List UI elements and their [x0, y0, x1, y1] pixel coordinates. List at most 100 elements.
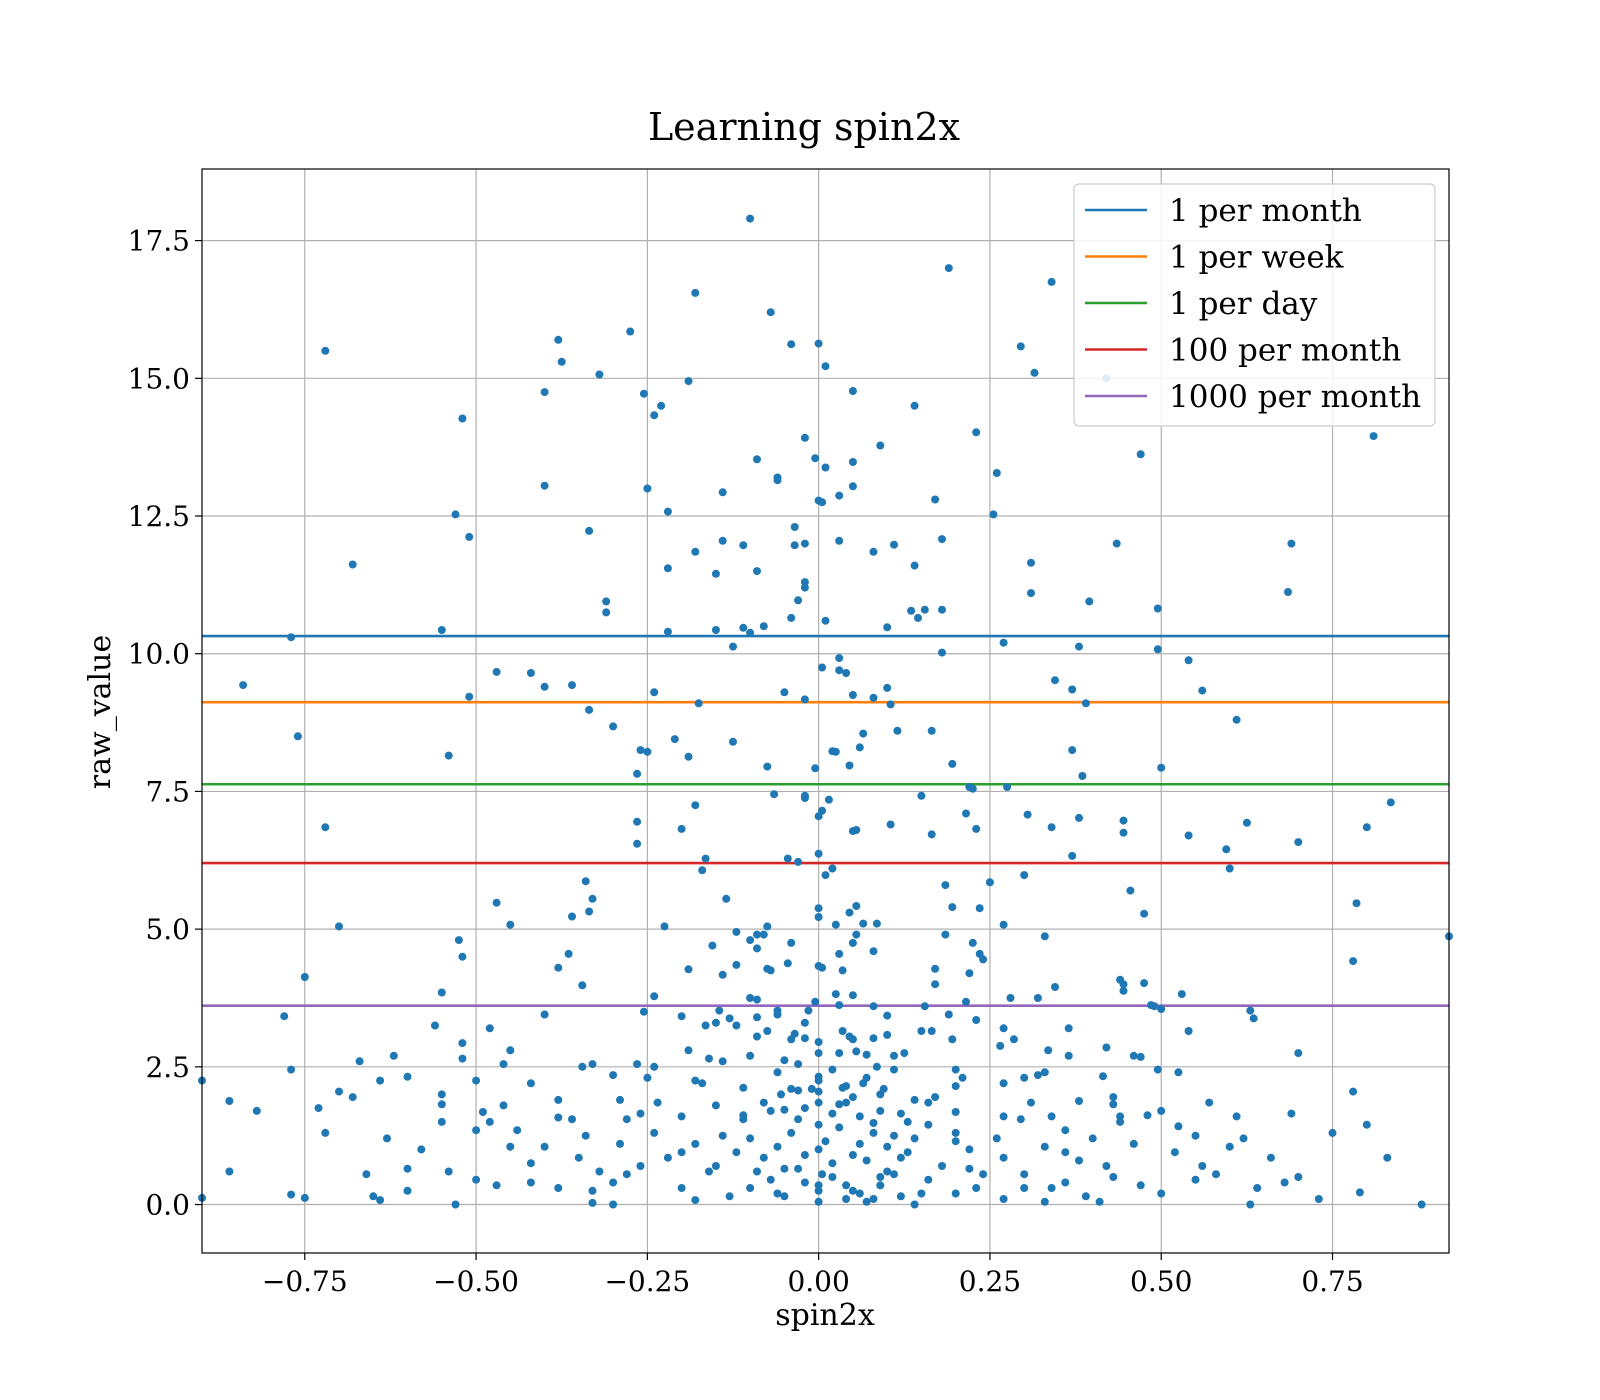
data-point: [759, 930, 768, 939]
data-point: [763, 922, 772, 931]
data-point: [821, 1137, 830, 1146]
data-point: [828, 1065, 837, 1074]
data-point: [794, 1060, 803, 1069]
data-point: [845, 761, 854, 770]
data-point: [280, 1012, 289, 1021]
data-point: [1157, 1106, 1166, 1115]
data-point: [941, 881, 950, 890]
data-point: [859, 729, 868, 738]
data-point: [862, 1073, 871, 1082]
data-point: [718, 970, 727, 979]
data-point: [1129, 1139, 1138, 1148]
data-point: [773, 1068, 782, 1077]
data-point: [1040, 1197, 1049, 1206]
data-point: [818, 498, 827, 507]
data-point: [718, 1057, 727, 1066]
data-point: [376, 1076, 385, 1085]
data-point: [499, 1101, 508, 1110]
x-tick-label: 0.75: [1301, 1265, 1363, 1298]
data-point: [252, 1106, 261, 1115]
data-point: [602, 608, 611, 617]
data-point: [896, 1109, 905, 1118]
data-point: [643, 1073, 652, 1082]
data-point: [1027, 558, 1035, 567]
data-point: [763, 762, 772, 771]
data-point: [1140, 979, 1149, 988]
data-point: [1044, 1046, 1053, 1055]
data-point: [869, 1119, 878, 1127]
data-point: [376, 1196, 385, 1205]
data-point: [609, 1200, 618, 1209]
data-point: [951, 1189, 960, 1198]
data-point: [711, 1162, 720, 1170]
data-point: [835, 491, 844, 500]
data-point: [828, 1109, 837, 1118]
data-point: [814, 1087, 823, 1096]
data-point: [492, 898, 501, 907]
data-point: [828, 1159, 837, 1168]
plot-frame: [201, 168, 1450, 1254]
data-point: [746, 628, 755, 637]
data-point: [763, 1027, 772, 1035]
data-point: [1030, 368, 1039, 377]
data-point: [1003, 783, 1012, 791]
data-point: [1294, 838, 1303, 847]
data-point: [581, 1131, 590, 1140]
data-point: [896, 1192, 905, 1201]
data-point: [999, 1112, 1008, 1121]
data-point: [1157, 1189, 1166, 1198]
data-point: [828, 1173, 837, 1181]
data-point: [1136, 1181, 1145, 1190]
data-point: [753, 1167, 761, 1176]
data-point: [718, 1131, 727, 1140]
data-point: [1314, 1195, 1323, 1203]
data-point: [1150, 1002, 1159, 1011]
data-point: [1033, 994, 1042, 1002]
legend-label: 1000 per month: [1169, 379, 1421, 415]
data-point: [848, 691, 857, 699]
data-point: [1116, 1117, 1125, 1126]
data-point: [869, 1128, 878, 1137]
data-point: [663, 627, 672, 636]
data-point: [855, 743, 864, 752]
data-point: [1198, 686, 1207, 695]
x-tick-label: −0.25: [604, 1265, 690, 1298]
data-point: [759, 622, 768, 631]
data-point: [595, 1167, 604, 1176]
data-point: [938, 535, 946, 544]
data-point: [739, 1083, 748, 1092]
data-point: [1222, 845, 1231, 854]
data-point: [848, 1186, 857, 1195]
data-point: [1225, 864, 1234, 873]
data-point: [578, 981, 587, 990]
data-point: [753, 567, 761, 576]
data-point: [677, 1184, 686, 1192]
data-point: [968, 784, 977, 793]
data-point: [1051, 983, 1059, 991]
data-point: [821, 616, 830, 625]
data-point: [800, 1104, 809, 1113]
chart-title: Learning spin2x: [648, 105, 960, 149]
data-point: [492, 1181, 501, 1190]
data-point: [1246, 1200, 1255, 1209]
data-point: [1061, 1178, 1070, 1187]
data-point: [677, 1112, 686, 1121]
data-point: [383, 1134, 391, 1143]
data-point: [753, 455, 761, 464]
data-point: [1102, 1043, 1111, 1052]
data-point: [996, 1041, 1005, 1050]
data-point: [1064, 1051, 1073, 1060]
data-point: [451, 510, 460, 519]
data-point: [1198, 1162, 1207, 1170]
data-point: [636, 1162, 645, 1170]
data-point: [931, 1093, 940, 1102]
data-point: [780, 688, 789, 697]
data-point: [616, 1095, 624, 1104]
data-point: [725, 1014, 734, 1023]
y-axis-label: raw_value: [83, 635, 118, 789]
data-point: [835, 666, 844, 675]
data-point: [790, 523, 799, 531]
data-point: [1349, 957, 1358, 966]
data-point: [1212, 1170, 1220, 1179]
data-point: [1225, 1142, 1234, 1151]
